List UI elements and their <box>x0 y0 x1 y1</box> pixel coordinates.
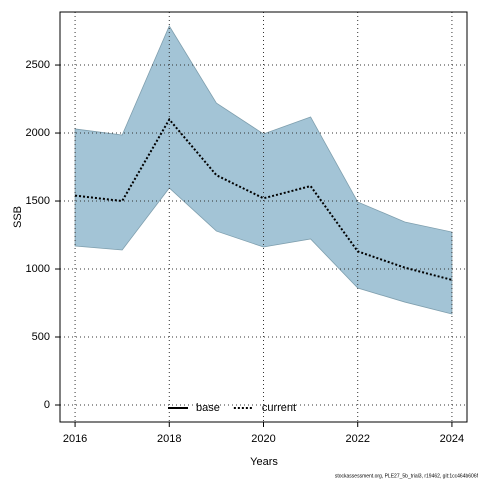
plot-frame <box>59 11 468 423</box>
confidence-band <box>74 25 453 315</box>
x-tick-label: 2016 <box>63 433 87 445</box>
y-tick-label: 2500 <box>26 59 50 71</box>
y-tick-label: 2000 <box>26 127 50 139</box>
y-tick-label: 0 <box>44 399 50 411</box>
x-tick-label: 2020 <box>251 433 275 445</box>
x-tick-label: 2024 <box>440 433 464 445</box>
legend-label: base <box>196 402 220 414</box>
legend-label: current <box>262 402 296 414</box>
x-tick-label: 2022 <box>345 433 369 445</box>
x-axis-label: Years <box>250 456 278 468</box>
y-tick-label: 500 <box>32 331 50 343</box>
x-tick-label: 2018 <box>157 433 181 445</box>
footnote: stockassessment.org, PLE27_5b_trial3, r1… <box>335 473 479 479</box>
series-line <box>74 117 453 281</box>
y-tick-label: 1500 <box>26 195 50 207</box>
y-axis-label: SSB <box>12 206 24 228</box>
y-tick-label: 1000 <box>26 263 50 275</box>
